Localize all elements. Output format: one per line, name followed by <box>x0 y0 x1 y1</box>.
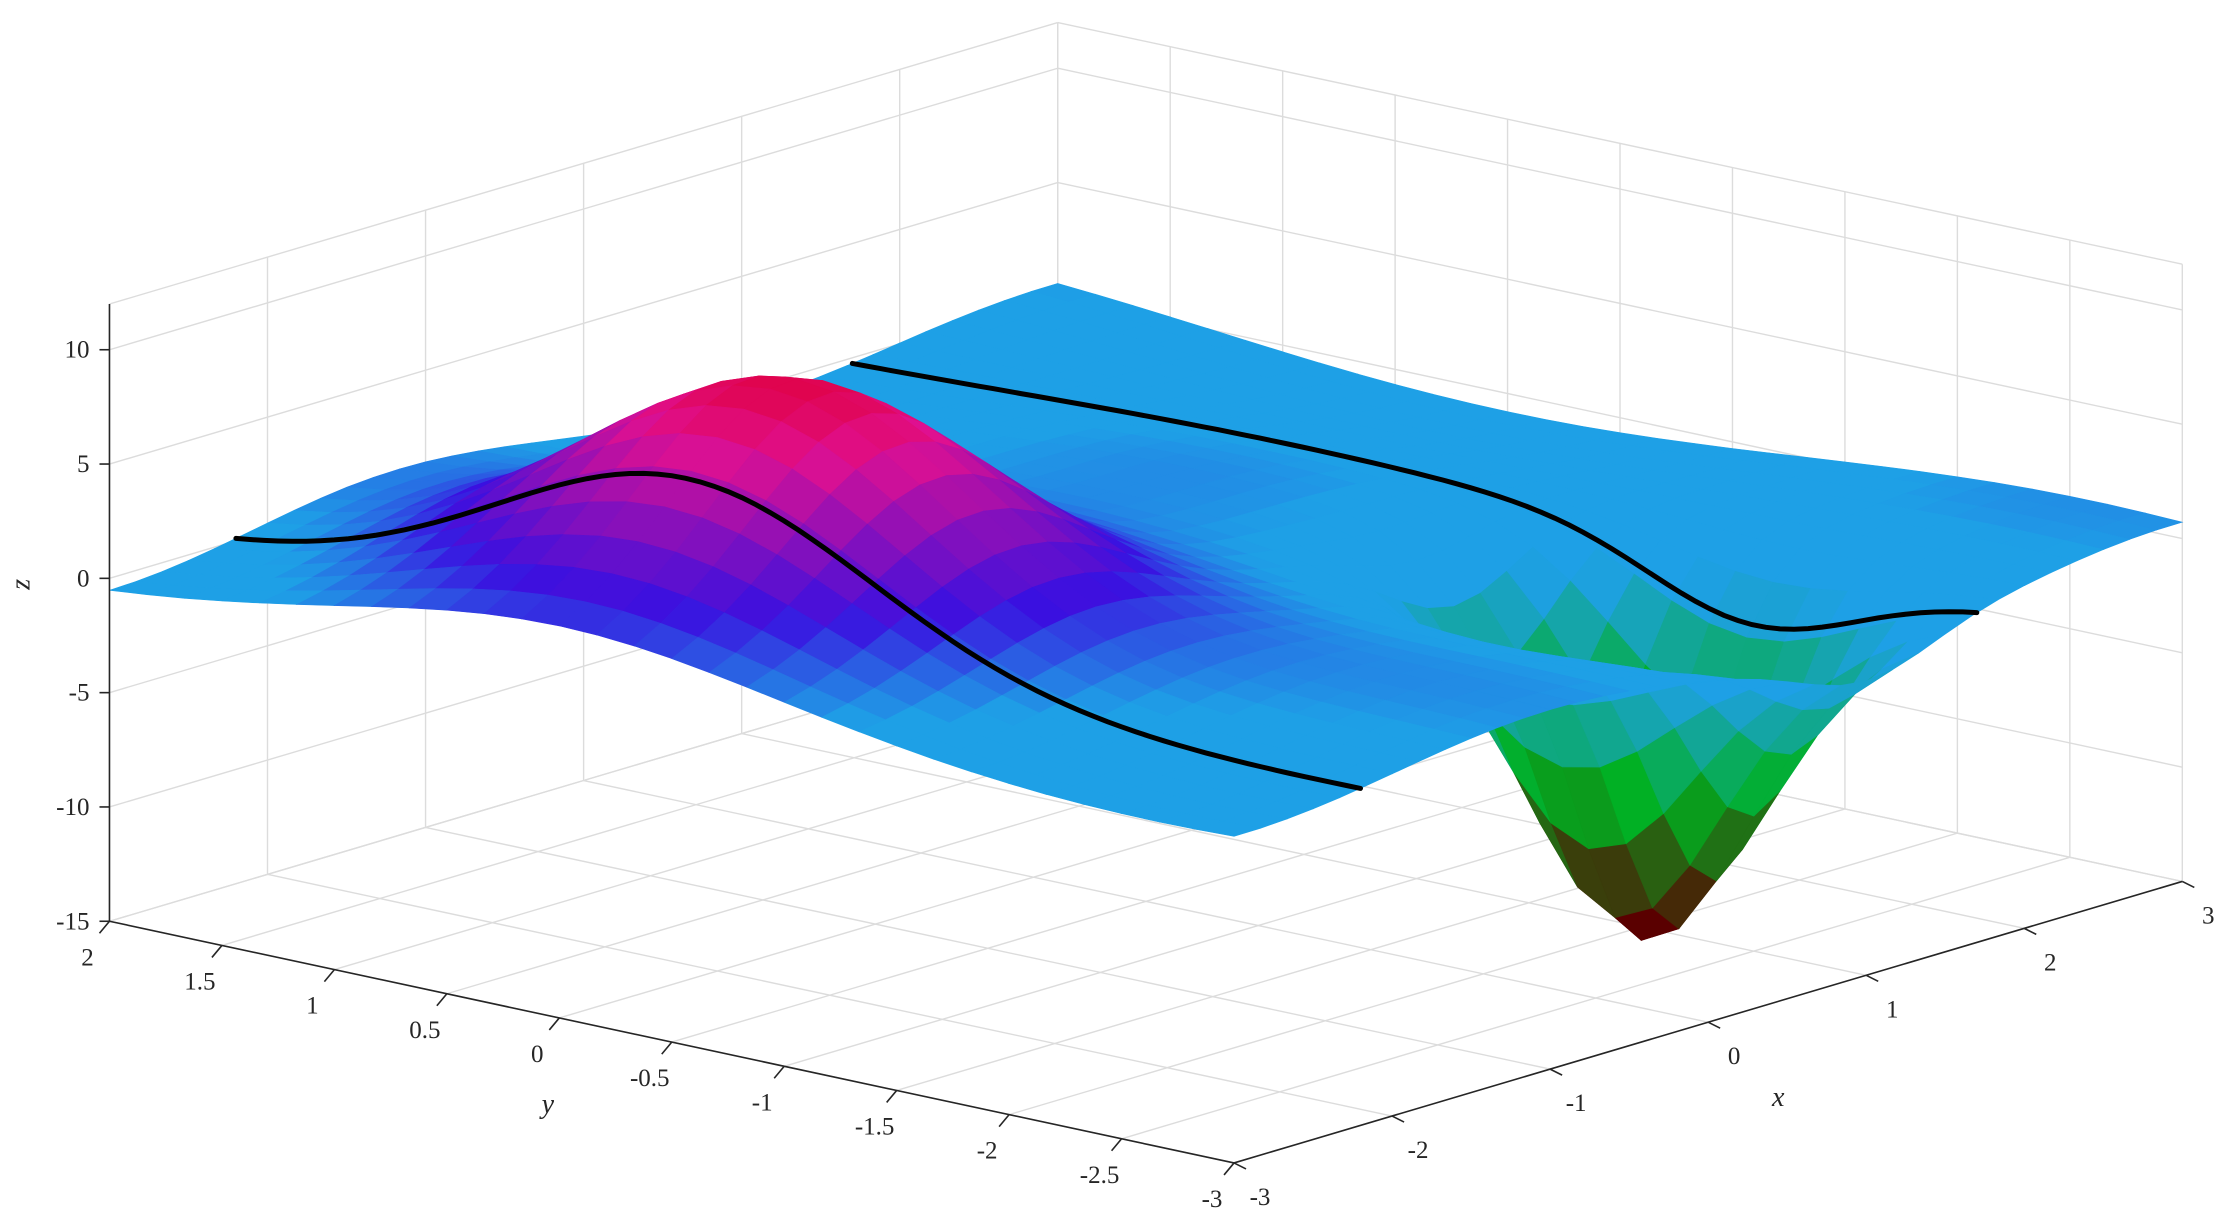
wall-grid-z <box>1057 67 2183 311</box>
z-tick-label: 5 <box>77 451 90 478</box>
floor-grid-y <box>1121 856 2071 1140</box>
x-tick-label: 2 <box>2044 949 2057 976</box>
y-tick-label: -2 <box>977 1138 998 1165</box>
z-axis-label: z <box>5 579 36 591</box>
y-tick <box>1223 1162 1235 1176</box>
curve-line-1 <box>233 470 1363 791</box>
y-tick-label: 0 <box>531 1041 544 1068</box>
y-tick-label: 1.5 <box>184 968 215 995</box>
wall-grid-z <box>1057 181 2183 425</box>
x-axis-label: x <box>1771 1082 1785 1113</box>
y-tick <box>548 1017 560 1031</box>
x-tick <box>1865 974 1879 982</box>
x-tick-label: -2 <box>1408 1137 1429 1164</box>
y-tick <box>436 993 448 1007</box>
y-tick-label: -1.5 <box>855 1113 895 1140</box>
y-tick-label: -3 <box>1202 1186 1223 1211</box>
y-tick <box>98 920 111 934</box>
y-tick <box>998 1114 1010 1128</box>
axis-lines: -15-10-50510-3-2.5-2-1.5-1-0.500.511.52-… <box>5 304 2215 1211</box>
y-tick-label: 0.5 <box>409 1017 440 1044</box>
surface-patch <box>1196 821 1261 837</box>
wall-grid-z <box>109 181 1058 465</box>
y-tick-label: 2 <box>81 944 94 971</box>
x-tick-label: 1 <box>1886 996 1899 1023</box>
y-tick-label: 1 <box>306 993 319 1020</box>
floor-grid-y <box>671 759 1621 1043</box>
x-tick <box>2181 880 2195 889</box>
x-tick-label: 0 <box>1728 1043 1741 1070</box>
z-tick-label: 0 <box>77 565 90 592</box>
y-tick-label: -0.5 <box>630 1065 670 1092</box>
y-tick-label: -2.5 <box>1080 1162 1120 1189</box>
x-tick-label: 3 <box>2202 902 2215 929</box>
y-tick <box>661 1041 673 1055</box>
z-tick-label: 10 <box>64 337 89 364</box>
x-tick <box>1549 1068 1563 1076</box>
floor-grid-y <box>1008 832 1958 1116</box>
x-tick <box>1233 1162 1247 1170</box>
curves <box>233 360 1980 791</box>
z-tick-label: -10 <box>56 794 89 821</box>
y-tick <box>886 1089 898 1103</box>
x-tick-label: -3 <box>1250 1184 1271 1211</box>
y-tick <box>1110 1138 1123 1152</box>
wall-grid-z <box>1057 21 2183 265</box>
x-tick <box>1707 1021 1721 1029</box>
y-tick <box>773 1065 785 1079</box>
curve-line-2 <box>849 360 1980 632</box>
y-tick <box>211 944 223 958</box>
z-tick-label: -5 <box>69 680 90 707</box>
surface <box>109 283 2184 941</box>
y-tick-label: -1 <box>752 1089 773 1116</box>
x-tick <box>1391 1115 1405 1123</box>
y-tick <box>323 969 335 983</box>
x-tick-label: -1 <box>1566 1090 1587 1117</box>
x-tick <box>2023 927 2037 936</box>
z-tick-label: -15 <box>56 908 89 935</box>
y-axis-label: y <box>539 1089 555 1120</box>
wall-grid-z <box>109 21 1058 305</box>
wall-grid-z <box>109 67 1058 351</box>
